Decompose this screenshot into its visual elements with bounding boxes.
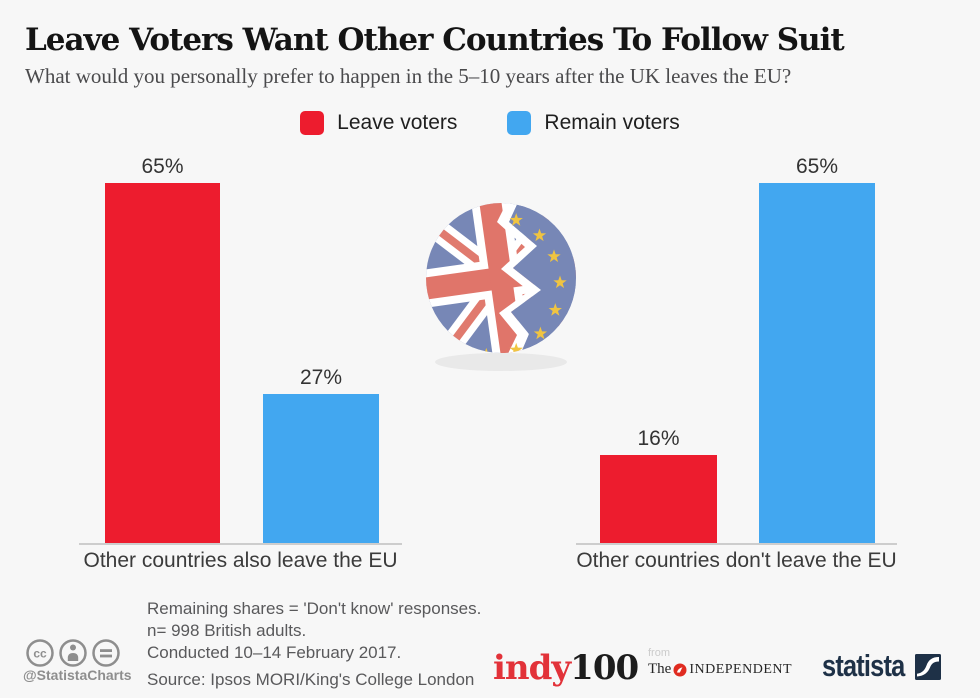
indy100-logo-red-part: indy xyxy=(493,648,571,688)
statista-wordmark: statista xyxy=(822,648,905,683)
legend-item-remain: Remain voters xyxy=(507,111,680,135)
independent-the: The xyxy=(648,661,672,677)
cc-icon xyxy=(26,639,54,667)
bar-remain-voters-group2 xyxy=(759,183,875,544)
page-subtitle: What would you personally prefer to happ… xyxy=(25,64,792,88)
cc-by-icon xyxy=(59,639,87,667)
footnote-line: n= 998 British adults. xyxy=(147,621,307,640)
indy100-logo-black-part: 100 xyxy=(570,648,639,688)
footnote-line: Conducted 10–14 February 2017. xyxy=(147,643,402,662)
brexit-broken-flag-illustration xyxy=(426,203,576,371)
independent-name: INDEPENDENT xyxy=(689,661,793,677)
legend-item-leave: Leave voters xyxy=(300,111,457,135)
bar-column-leave-group2: 16% xyxy=(600,427,717,544)
illustration-shadow xyxy=(435,353,567,371)
source-line: Source: Ipsos MORI/King's College London xyxy=(147,670,475,689)
legend-label-remain: Remain voters xyxy=(544,111,680,134)
independent-eagle-icon xyxy=(673,663,687,676)
svg-text:cc: cc xyxy=(33,647,47,661)
cc-license-icons: cc xyxy=(26,639,120,667)
bar-column-remain-group1: 27% xyxy=(263,366,379,544)
value-label: 65% xyxy=(141,155,184,178)
indy100-logo: indy100 xyxy=(493,648,639,688)
bar-leave-voters-group1 xyxy=(105,183,220,544)
statista-logo-mark xyxy=(914,653,941,680)
legend: Leave voters Remain voters xyxy=(0,111,980,135)
statista-charts-handle: @StatistaCharts xyxy=(23,667,132,683)
remain-voters-swatch xyxy=(507,111,532,135)
cc-nd-icon xyxy=(92,639,120,667)
axis-baseline-group2 xyxy=(576,543,897,545)
bar-column-leave-group1: 65% xyxy=(105,155,220,544)
leave-voters-swatch xyxy=(300,111,325,135)
page-title: Leave Voters Want Other Countries To Fol… xyxy=(25,22,845,58)
from-label: from xyxy=(648,647,670,659)
statista-logo: statista xyxy=(822,650,941,682)
bar-remain-voters-group1 xyxy=(263,394,379,544)
footnote-line: Remaining shares = 'Don't know' response… xyxy=(147,599,482,618)
category-label-group2: Other countries don't leave the EU xyxy=(576,549,897,572)
value-label: 27% xyxy=(299,366,343,389)
category-label-group1: Other countries also leave the EU xyxy=(83,549,398,572)
independent-logo: from The INDEPENDENT xyxy=(648,647,792,678)
bar-column-remain-group2: 65% xyxy=(759,155,875,544)
legend-label-leave: Leave voters xyxy=(337,111,458,134)
value-label: 65% xyxy=(795,155,839,178)
bar-leave-voters-group2 xyxy=(600,455,717,544)
footnotes: Remaining shares = 'Don't know' response… xyxy=(147,598,481,691)
axis-baseline-group1 xyxy=(79,543,402,545)
crack xyxy=(497,203,541,353)
value-label: 16% xyxy=(637,427,680,450)
